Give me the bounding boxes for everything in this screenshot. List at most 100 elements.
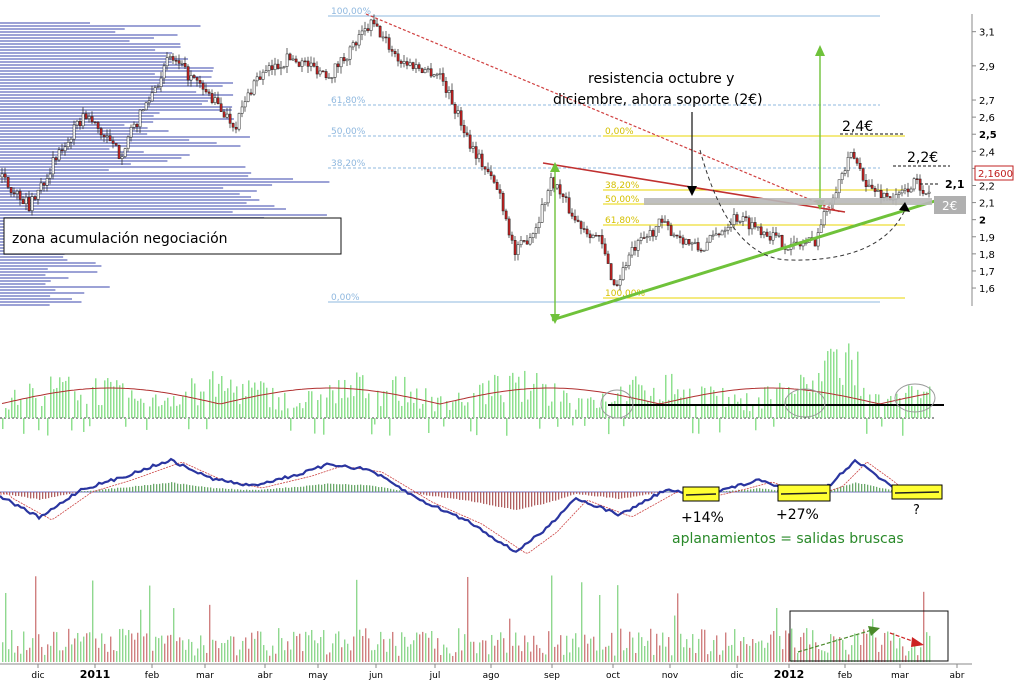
volume-bar xyxy=(20,653,22,662)
candle-body xyxy=(444,81,448,93)
candle-body xyxy=(90,116,94,123)
candle-body xyxy=(132,123,136,128)
volume-bar xyxy=(581,582,583,662)
osc1-bar xyxy=(335,403,337,418)
volume-bar xyxy=(491,634,493,662)
osc1-bar xyxy=(437,397,439,418)
red-downtrend-line xyxy=(365,13,841,213)
osc1-bar xyxy=(524,370,526,418)
volume-bar xyxy=(620,628,622,662)
volume-bar xyxy=(602,649,604,662)
candle-body xyxy=(189,75,193,81)
volume-bar xyxy=(452,655,454,662)
osc1-bar xyxy=(38,418,40,431)
macd-histogram-bar xyxy=(855,482,857,492)
macd-histogram-bar xyxy=(18,492,20,496)
volume-bar xyxy=(782,649,784,662)
volume-bar xyxy=(842,640,844,662)
candle-body xyxy=(546,190,550,204)
candle-body xyxy=(774,232,778,236)
volume-bar xyxy=(44,654,46,662)
osc1-bar xyxy=(434,411,436,418)
volume-bar xyxy=(866,633,868,662)
macd-histogram-bar xyxy=(726,490,728,492)
osc1-bar xyxy=(881,418,883,427)
candle-body xyxy=(225,113,229,118)
macd-histogram-bar xyxy=(885,488,887,492)
macd-histogram-bar xyxy=(117,487,119,492)
macd-histogram-bar xyxy=(372,485,374,492)
volume-bar xyxy=(671,655,673,662)
candle-body xyxy=(81,113,85,127)
macd-histogram-bar xyxy=(723,491,725,492)
candle-body xyxy=(294,58,298,63)
fib-small-label: 50,00% xyxy=(605,195,640,205)
macd-histogram-bar xyxy=(609,492,611,498)
macd-histogram-bar xyxy=(360,484,362,492)
candle-body xyxy=(543,202,547,205)
osc1-bar xyxy=(884,404,886,418)
macd-histogram-bar xyxy=(72,492,74,493)
osc1-bar xyxy=(509,375,511,418)
volume-profile-bar xyxy=(0,181,330,183)
candle-body xyxy=(492,175,496,183)
osc1-bar xyxy=(137,400,139,418)
osc1-bar xyxy=(860,395,862,418)
candle-body xyxy=(738,221,742,223)
osc1-bar xyxy=(158,406,160,418)
volume-bar xyxy=(407,646,409,662)
osc1-bar xyxy=(812,380,814,418)
osc1-bar xyxy=(230,379,232,418)
candle-body xyxy=(249,92,253,95)
volume-bar xyxy=(422,631,424,662)
osc1-bar xyxy=(800,374,802,418)
volume-bar xyxy=(251,632,253,662)
volume-bar xyxy=(380,631,382,662)
osc1-bar xyxy=(866,418,868,434)
osc1-bar xyxy=(353,396,355,418)
osc1-bar xyxy=(848,343,850,418)
volume-bar xyxy=(110,636,112,662)
volume-bar xyxy=(818,649,820,662)
candle-body xyxy=(540,204,544,223)
volume-profile-bar xyxy=(0,166,246,168)
volume-bar xyxy=(263,645,265,662)
volume-bar xyxy=(566,635,568,662)
macd-histogram-bar xyxy=(228,489,230,492)
macd-histogram-bar xyxy=(9,492,11,495)
candle-body xyxy=(516,244,520,255)
volume-profile-bar xyxy=(0,214,327,216)
candle-body xyxy=(354,42,358,46)
candle-body xyxy=(741,216,745,222)
volume-bar xyxy=(662,632,664,662)
volume-profile-bar xyxy=(0,265,102,267)
volume-bar xyxy=(791,628,793,662)
candle-body xyxy=(768,236,772,241)
macd-histogram-bar xyxy=(432,492,434,497)
candle-body xyxy=(558,184,562,195)
osc1-bar xyxy=(461,401,463,418)
volume-bar xyxy=(161,635,163,662)
macd-histogram-bar xyxy=(147,485,149,492)
volume-bar xyxy=(890,640,892,662)
macd-histogram-bar xyxy=(249,489,251,492)
volume-bar xyxy=(497,639,499,662)
candle-body xyxy=(786,249,790,251)
osc1-bar xyxy=(167,397,169,418)
macd-histogram-bar xyxy=(768,489,770,492)
volume-bar xyxy=(794,647,796,662)
candle-body xyxy=(405,61,409,66)
candle-body xyxy=(531,233,535,238)
volume-bar xyxy=(680,633,682,662)
macd-histogram-bar xyxy=(627,492,629,498)
volume-bar xyxy=(68,628,70,662)
candle-body xyxy=(210,93,214,103)
volume-bar xyxy=(113,650,115,662)
volume-bar xyxy=(857,634,859,662)
macd-histogram-bar xyxy=(348,484,350,492)
fib-small-label: 0,00% xyxy=(605,127,634,137)
volume-bar xyxy=(926,632,928,662)
volume-bar xyxy=(425,633,427,662)
osc1-bar xyxy=(755,418,757,431)
candle-body xyxy=(447,89,451,93)
